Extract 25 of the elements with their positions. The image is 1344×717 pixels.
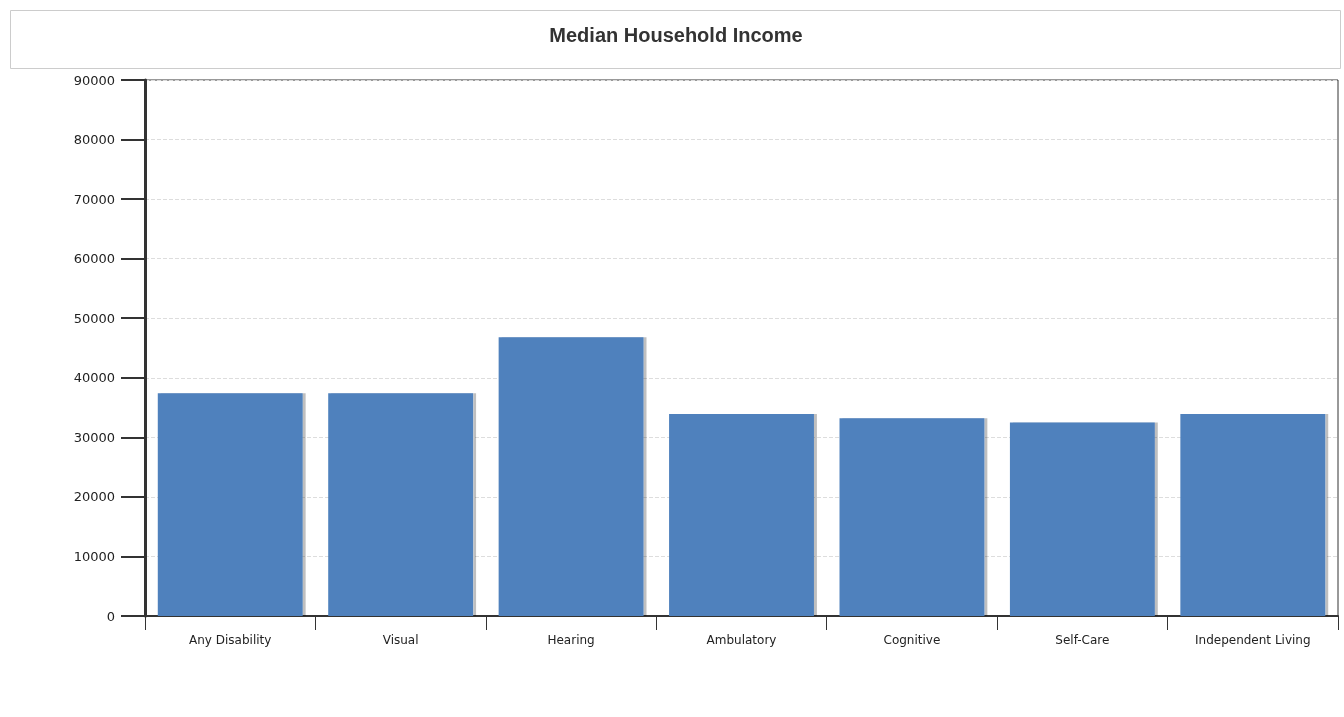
y-tick-label: 80000: [73, 132, 115, 148]
chart-title: Median Household Income: [549, 24, 803, 46]
y-tick-label: 50000: [73, 310, 115, 326]
bar: [839, 418, 985, 616]
y-tick-label: 60000: [73, 251, 115, 267]
bar: [157, 393, 303, 616]
y-tick-label: 10000: [73, 548, 115, 564]
x-tick-label: Hearing: [547, 633, 595, 647]
bar: [498, 337, 644, 616]
x-tick-label: Visual: [382, 633, 419, 647]
y-tick-label: 70000: [73, 191, 115, 207]
y-tick-label: 0: [106, 608, 115, 624]
bar: [1180, 414, 1326, 616]
bar: [669, 414, 814, 616]
x-tick-label: Self-Care: [1055, 633, 1110, 647]
x-tick-label: Cognitive: [883, 633, 941, 647]
x-tick-label: Any Disability: [189, 633, 272, 647]
bar: [328, 393, 474, 616]
bar: [1009, 422, 1155, 616]
y-tick-label: 90000: [73, 72, 115, 88]
x-tick-label: Ambulatory: [706, 633, 777, 647]
y-tick-label: 20000: [73, 489, 115, 505]
y-tick-label: 30000: [73, 429, 115, 445]
y-tick-label: 40000: [73, 370, 115, 386]
x-tick-label: Independent Living: [1195, 633, 1311, 647]
